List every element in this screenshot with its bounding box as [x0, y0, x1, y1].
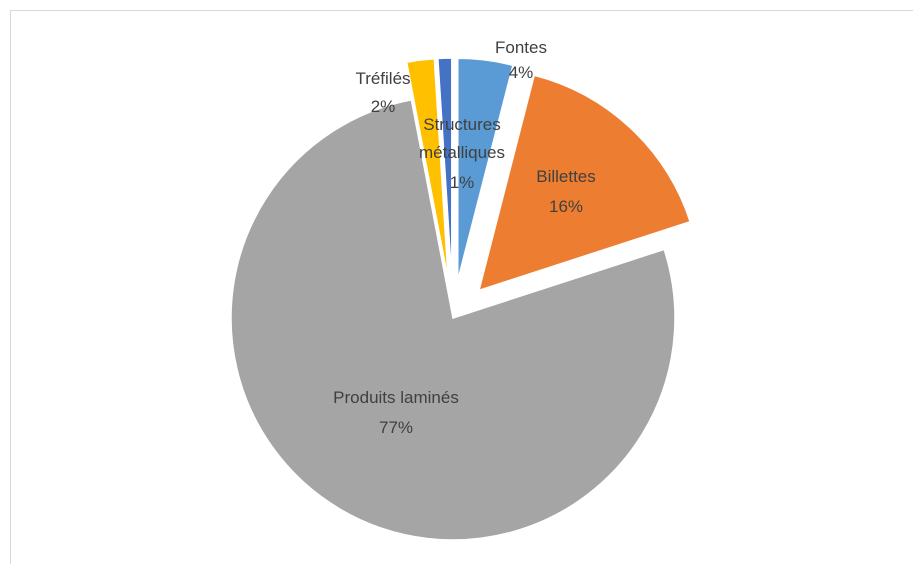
pie-slice-tréfilés [405, 57, 449, 281]
slice-label: Structures métalliques [419, 115, 505, 162]
pie-slice-produits-laminés [230, 99, 676, 541]
chart-area [10, 10, 913, 564]
slice-label: Produits laminés [333, 388, 459, 407]
pie-slice-billettes [477, 74, 692, 292]
slice-value-label: 16% [549, 197, 583, 216]
slice-label: Tréfilés [355, 69, 410, 88]
slice-label: Billettes [536, 167, 596, 186]
pie-slice-structures-métalliques [437, 57, 453, 281]
slice-value-label: 2% [371, 97, 396, 116]
slice-value-label: 4% [509, 63, 534, 82]
slice-value-label: 77% [379, 418, 413, 437]
pie-slice-fontes [457, 57, 514, 281]
slice-label: Fontes [495, 38, 547, 57]
slice-value-label: 1% [450, 173, 475, 192]
